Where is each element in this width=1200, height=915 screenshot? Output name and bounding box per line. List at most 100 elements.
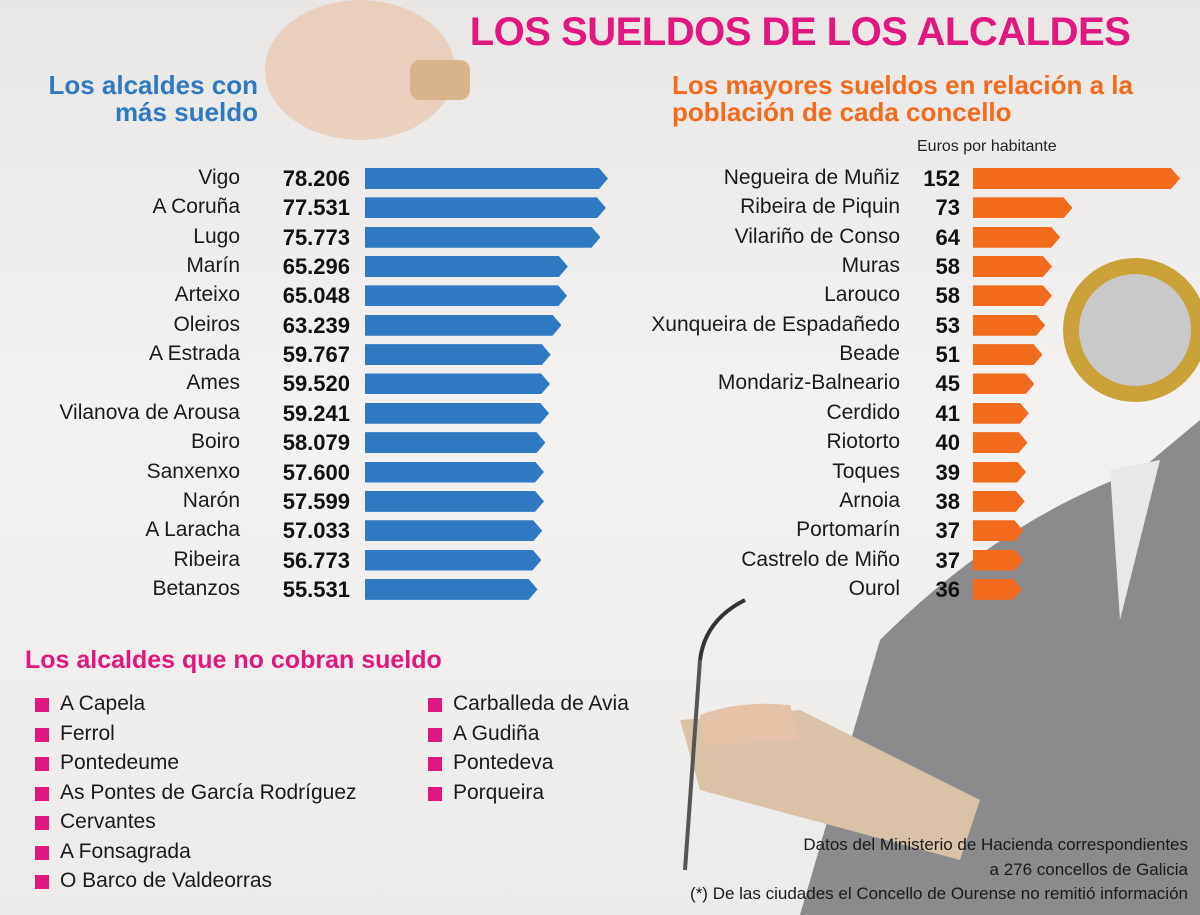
category-label: Cerdido [826, 400, 900, 424]
category-label: Vigo [198, 166, 240, 189]
list-item: Porqueira [453, 780, 545, 804]
value-label: 64 [935, 224, 960, 250]
category-label: Toques [832, 459, 900, 483]
category-label: Arnoia [839, 488, 900, 512]
chart-title: Los mayores sueldos en relación a la pob… [672, 70, 1133, 127]
bar [973, 491, 1025, 512]
bar [973, 403, 1029, 424]
value-label: 58 [935, 283, 960, 309]
bar [365, 315, 561, 336]
value-label: 40 [935, 430, 960, 456]
bar [973, 432, 1027, 453]
value-label: 53 [935, 312, 960, 338]
value-label: 37 [935, 518, 960, 544]
category-label: A Estrada [148, 342, 240, 366]
category-label: Muras [841, 254, 900, 278]
bar [973, 373, 1034, 394]
bullet [35, 727, 49, 742]
category-label: A Laracha [145, 518, 240, 542]
value-label: 78.206 [282, 166, 350, 191]
bar [365, 550, 541, 571]
category-label: Portomarín [796, 518, 900, 542]
list-item: Ferrol [60, 721, 115, 745]
category-label: Sanxenxo [146, 459, 240, 483]
value-label: 73 [935, 195, 960, 221]
bar [973, 579, 1022, 600]
unit-label: Euros por habitante [917, 138, 1057, 155]
bar [973, 227, 1060, 248]
category-label: Ribeira de Piquin [740, 195, 900, 219]
footnote: Datos del Ministerio de Hacienda corresp… [803, 835, 1188, 854]
value-label: 57.600 [282, 459, 350, 485]
bullet [35, 786, 49, 801]
bar [973, 168, 1180, 189]
value-label: 51 [935, 342, 960, 368]
bullet [35, 875, 49, 889]
bar [365, 403, 549, 424]
value-label: 55.531 [282, 576, 350, 602]
value-label: 58 [935, 254, 960, 280]
value-label: 59.241 [282, 400, 350, 426]
value-label: 41 [935, 400, 960, 426]
list-item: As Pontes de García Rodríguez [60, 780, 357, 804]
value-label: 152 [923, 166, 960, 191]
value-label: 45 [935, 371, 960, 397]
category-label: Vilanova de Arousa [59, 400, 240, 424]
list-item: O Barco de Valdeorras [60, 869, 273, 892]
list-item: A Gudiña [453, 721, 540, 745]
category-label: Marín [186, 254, 240, 278]
bar [973, 550, 1023, 571]
bar [365, 168, 608, 189]
bar [365, 344, 551, 365]
value-label: 65.048 [282, 283, 350, 309]
value-label: 77.531 [282, 195, 350, 221]
category-label: Ames [186, 371, 240, 395]
category-label: Lugo [193, 224, 240, 248]
bullet [428, 727, 442, 742]
bar [365, 491, 544, 512]
bullet [35, 845, 49, 860]
list-item: Cervantes [60, 810, 156, 833]
category-label: Boiro [190, 430, 240, 454]
category-label: Arteixo [174, 283, 240, 307]
category-label: Vilariño de Conso [734, 224, 900, 248]
bullet [35, 698, 49, 712]
bullet [428, 786, 442, 801]
bullet [428, 698, 442, 712]
value-label: 58.079 [282, 430, 350, 456]
bar [365, 373, 550, 394]
category-label: Castrelo de Miño [741, 547, 900, 571]
list-item: Pontedeva [453, 751, 554, 774]
list-item: A Fonsagrada [60, 839, 191, 863]
category-label: Ribeira [173, 547, 240, 571]
bar [973, 520, 1023, 541]
footnote: (*) De las ciudades el Concello de Ouren… [690, 884, 1188, 903]
value-label: 36 [935, 576, 960, 602]
value-label: 59.520 [282, 371, 350, 397]
bar [365, 520, 542, 541]
category-label: A Coruña [152, 195, 240, 219]
bar [973, 344, 1042, 365]
category-label: Narón [182, 488, 240, 512]
category-label: Larouco [824, 283, 900, 307]
bullet [428, 757, 442, 771]
bullet [35, 757, 49, 771]
category-label: Oleiros [173, 312, 240, 336]
bullet [35, 816, 49, 830]
category-label: Riotorto [826, 430, 900, 454]
value-label: 65.296 [282, 254, 350, 280]
bar [973, 256, 1052, 277]
list-item: Carballeda de Avia [453, 692, 629, 715]
category-label: Betanzos [152, 576, 240, 600]
value-label: 57.599 [282, 488, 350, 514]
bar [365, 197, 606, 218]
bar [973, 315, 1045, 336]
bar [365, 432, 545, 453]
bar [365, 256, 568, 277]
footnote: a 276 concellos de Galicia [989, 859, 1188, 879]
value-label: 57.033 [282, 518, 350, 544]
value-label: 56.773 [282, 547, 350, 573]
category-label: Negueira de Muñiz [723, 166, 900, 189]
